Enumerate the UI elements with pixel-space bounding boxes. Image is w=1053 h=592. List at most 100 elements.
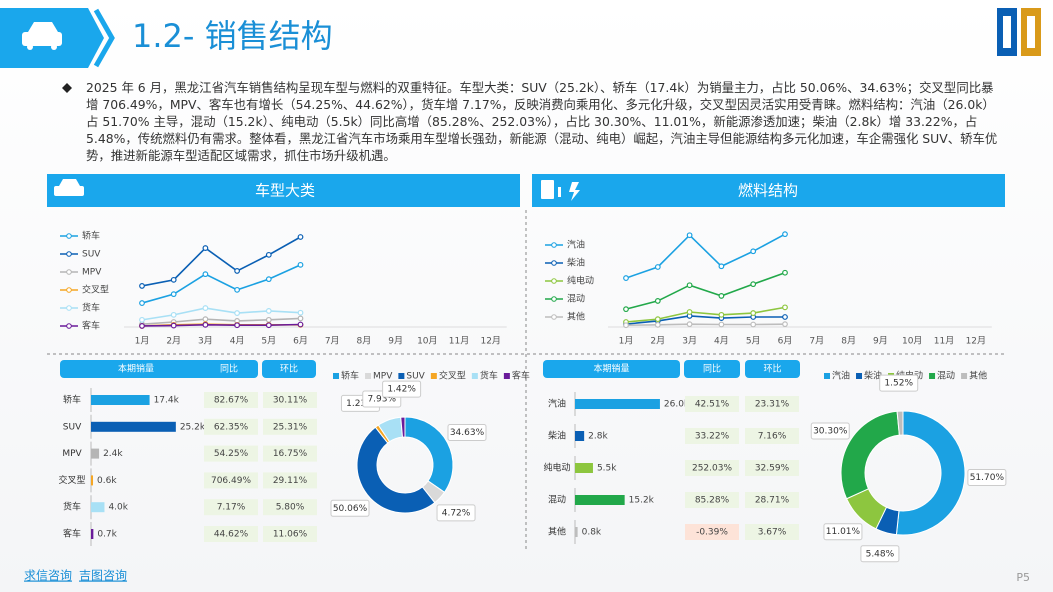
donut-slice bbox=[404, 416, 454, 494]
cell-text: -0.39% bbox=[696, 528, 728, 538]
legend-marker bbox=[551, 314, 557, 320]
donut-slice bbox=[400, 416, 406, 438]
legend-swatch bbox=[824, 373, 830, 379]
bar-value-label: 5.5k bbox=[597, 464, 617, 474]
cell bbox=[204, 499, 258, 516]
series-line bbox=[625, 306, 786, 323]
point bbox=[782, 231, 788, 238]
bar bbox=[91, 529, 94, 539]
bar-value-label: 26.0k bbox=[664, 400, 690, 410]
cell bbox=[263, 418, 317, 435]
cell bbox=[745, 492, 799, 508]
legend-marker bbox=[551, 278, 557, 284]
series-line bbox=[625, 233, 786, 279]
cell bbox=[685, 524, 739, 540]
legend-swatch bbox=[333, 373, 339, 379]
column-header bbox=[262, 360, 316, 378]
data-label: 50.06% bbox=[333, 504, 368, 514]
bar bbox=[91, 448, 100, 459]
column-header-label: 同比 bbox=[703, 363, 721, 375]
legend-swatch bbox=[365, 373, 372, 379]
series-line bbox=[141, 323, 301, 327]
legend-label: 轿车 bbox=[82, 230, 100, 242]
point bbox=[718, 293, 725, 299]
bar bbox=[91, 395, 150, 405]
cell-text: 32.59% bbox=[755, 464, 790, 474]
point bbox=[265, 251, 272, 258]
row-label: 混动 bbox=[548, 495, 566, 506]
point bbox=[297, 261, 304, 268]
point bbox=[686, 282, 693, 289]
data-label: 4.72% bbox=[442, 508, 471, 518]
point bbox=[297, 321, 304, 328]
cell bbox=[204, 418, 258, 435]
cell-text: 28.71% bbox=[755, 496, 790, 506]
legend-label: SUV bbox=[82, 250, 101, 260]
x-tick-label: 7月 bbox=[809, 336, 824, 347]
point bbox=[202, 316, 209, 323]
point bbox=[718, 321, 725, 328]
cell bbox=[263, 499, 317, 516]
x-tick-label: 8月 bbox=[357, 336, 372, 347]
cell-text: 252.03% bbox=[692, 464, 732, 474]
point bbox=[623, 322, 629, 329]
row-label: 纯电动 bbox=[543, 462, 570, 474]
cell bbox=[685, 428, 739, 444]
x-tick-label: 3月 bbox=[682, 336, 697, 347]
data-label-box bbox=[447, 424, 487, 442]
legend-marker bbox=[551, 260, 557, 266]
point bbox=[654, 264, 661, 270]
data-label-box bbox=[823, 523, 863, 541]
legend-label: 混动 bbox=[567, 294, 585, 305]
bar-value-label: 2.4k bbox=[103, 449, 123, 459]
cell-text: 7.16% bbox=[758, 432, 787, 442]
cell-text: 62.35% bbox=[214, 422, 249, 432]
legend-marker bbox=[66, 323, 72, 329]
donut-slice bbox=[895, 410, 966, 536]
column-header bbox=[684, 360, 740, 378]
bar bbox=[575, 399, 660, 409]
point bbox=[202, 245, 209, 251]
bullet bbox=[62, 83, 72, 93]
x-tick-label: 6月 bbox=[778, 336, 793, 347]
x-tick-label: 1月 bbox=[619, 336, 634, 347]
legend-label: 交叉型 bbox=[82, 284, 109, 296]
legend-label: 轿车 bbox=[341, 370, 359, 382]
cell bbox=[263, 445, 317, 462]
data-label: 51.70% bbox=[970, 473, 1005, 483]
data-label-box bbox=[879, 374, 919, 392]
cell bbox=[263, 526, 317, 542]
point bbox=[750, 321, 757, 328]
series-line bbox=[625, 315, 785, 325]
bar-value-label: 2.8k bbox=[588, 432, 608, 442]
cell bbox=[263, 392, 317, 408]
legend-label: 汽油 bbox=[567, 239, 585, 251]
column-header-label: 环比 bbox=[280, 363, 298, 375]
data-label-box bbox=[967, 468, 1007, 486]
data-label-box bbox=[330, 499, 370, 517]
panel-header bbox=[532, 174, 1005, 207]
panel-car-icon bbox=[54, 179, 84, 196]
point bbox=[234, 268, 241, 274]
legend-label: 交叉型 bbox=[439, 370, 466, 382]
point bbox=[750, 248, 757, 255]
legend-label: 客车 bbox=[512, 370, 530, 382]
cell bbox=[685, 492, 739, 508]
point bbox=[718, 263, 725, 270]
panel-title: 燃料结构 bbox=[738, 182, 798, 200]
column-header bbox=[200, 360, 258, 378]
point bbox=[750, 281, 757, 288]
point bbox=[202, 271, 209, 278]
cell-text: 29.11% bbox=[273, 476, 308, 486]
data-label: 11.01% bbox=[826, 527, 861, 537]
point bbox=[265, 316, 272, 323]
cell-text: 5.80% bbox=[276, 503, 305, 513]
cell-text: 706.49% bbox=[211, 476, 251, 486]
cell bbox=[263, 472, 317, 489]
bar bbox=[91, 502, 105, 513]
legend-marker bbox=[66, 251, 72, 257]
data-label: 7.93% bbox=[367, 394, 396, 404]
cell-text: 42.51% bbox=[695, 400, 730, 410]
bar-value-label: 15.2k bbox=[629, 496, 655, 506]
